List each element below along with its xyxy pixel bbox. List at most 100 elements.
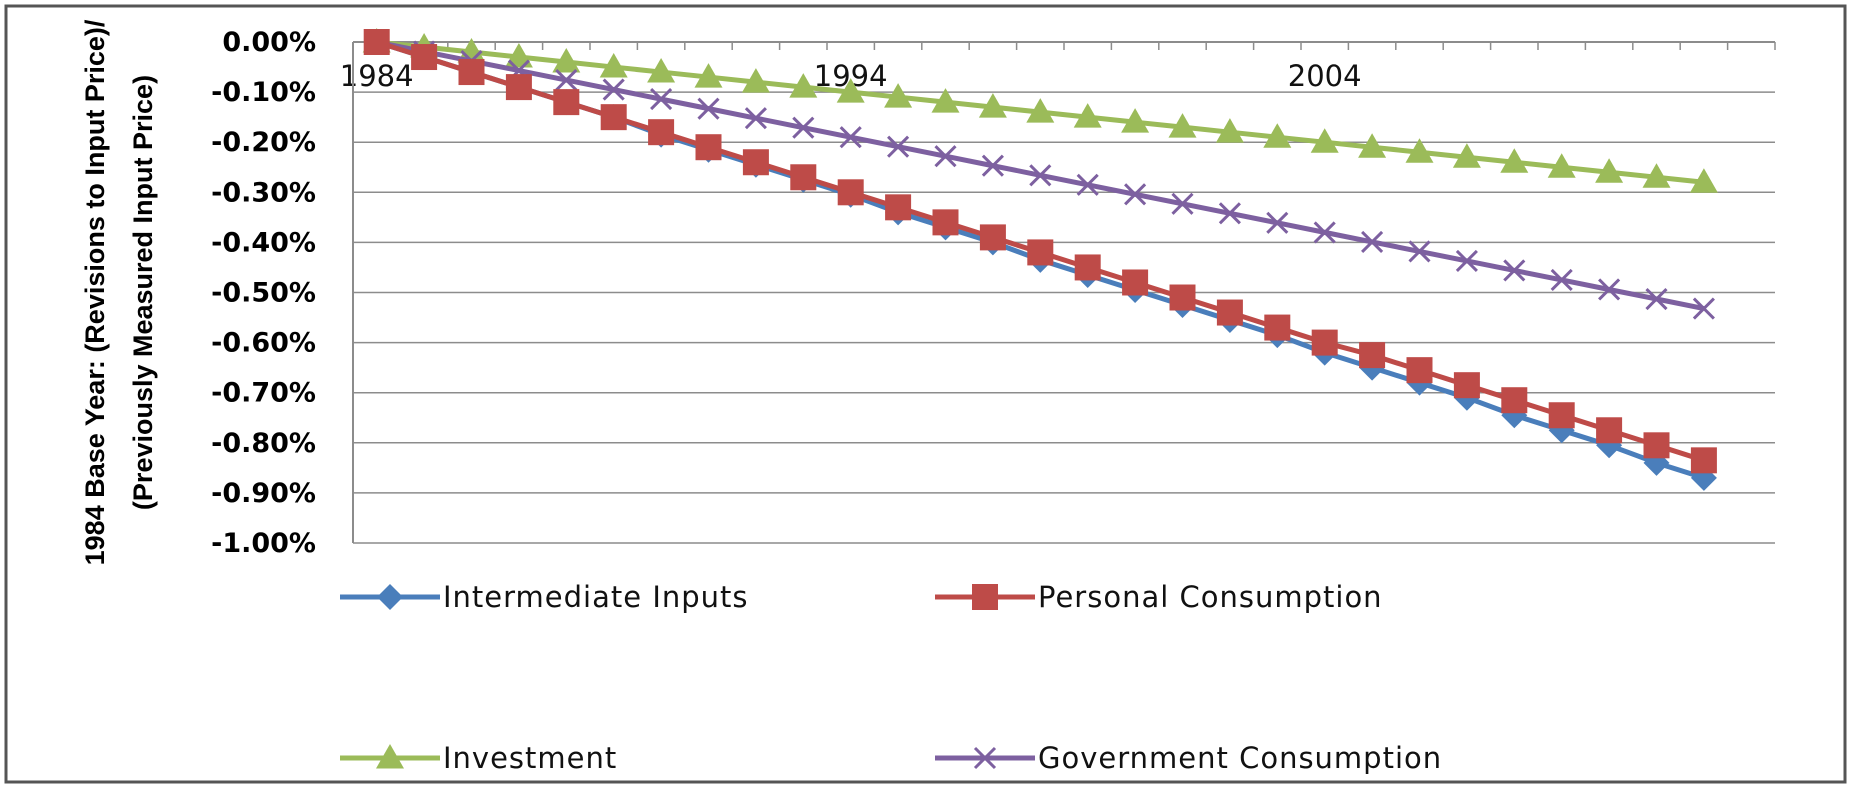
data-point	[1218, 202, 1241, 225]
data-point	[1311, 329, 1338, 356]
data-point	[1643, 432, 1670, 459]
data-point	[697, 97, 720, 120]
data-point	[1358, 133, 1387, 158]
data-point	[1503, 259, 1526, 282]
data-point	[887, 135, 910, 158]
y-tick-label: -0.10%	[211, 77, 316, 108]
data-point	[695, 134, 722, 161]
data-point	[1122, 269, 1149, 296]
data-point	[504, 43, 533, 68]
data-point	[742, 149, 769, 176]
legend-marker	[377, 584, 403, 610]
legend-label: Intermediate Inputs	[443, 580, 749, 614]
data-point	[1690, 447, 1717, 474]
legend-marker	[376, 744, 404, 769]
legend-item: Personal Consumption	[935, 580, 1383, 614]
data-point	[1405, 138, 1434, 163]
y-tick-label: -1.00%	[211, 528, 316, 559]
data-point	[1216, 299, 1243, 326]
data-point	[789, 73, 818, 98]
legend-item: Investment	[340, 741, 617, 775]
data-point	[931, 88, 960, 113]
y-tick-label: -0.60%	[211, 328, 316, 359]
chart-border	[4, 4, 1847, 784]
data-point	[1027, 239, 1054, 266]
data-point	[1596, 417, 1623, 444]
data-point	[979, 224, 1006, 251]
legend-label: Government Consumption	[1038, 741, 1442, 775]
data-point	[1124, 183, 1147, 206]
data-point	[1073, 103, 1102, 128]
data-point	[363, 29, 390, 55]
data-point	[978, 93, 1007, 118]
data-point	[885, 194, 912, 221]
data-point	[1029, 164, 1052, 187]
data-point	[602, 78, 625, 101]
y-axis-ticks: 0.00% -0.10% -0.20% -0.30% -0.40% -0.50% -0.60…	[211, 27, 316, 559]
data-point	[1359, 342, 1386, 369]
legend-item: Government Consumption	[935, 741, 1442, 775]
x-tick-label: 2004	[1288, 59, 1362, 93]
data-point	[1313, 221, 1336, 244]
series-government-consumption	[365, 30, 1715, 320]
data-point	[1168, 113, 1197, 138]
legend-marker	[973, 746, 997, 770]
y-tick-label: -0.70%	[211, 378, 316, 409]
y-axis-label-line1: 1984 Base Year: (Revisions to Input Pric…	[80, 19, 110, 565]
data-point	[837, 179, 864, 206]
data-point	[1074, 254, 1101, 281]
data-point	[1171, 192, 1194, 215]
data-point	[1310, 128, 1339, 153]
data-point	[650, 88, 673, 111]
data-point	[1692, 297, 1715, 320]
data-point	[1547, 153, 1576, 178]
data-point	[555, 69, 578, 92]
y-tick-label: -0.50%	[211, 278, 316, 309]
data-point	[1169, 284, 1196, 311]
data-point	[599, 53, 628, 78]
data-point	[1452, 143, 1481, 168]
legend-item: Intermediate Inputs	[340, 580, 749, 614]
legend-label: Investment	[443, 741, 617, 775]
data-point	[884, 83, 913, 108]
data-point	[1642, 163, 1671, 188]
y-tick-label: 0.00%	[222, 27, 316, 58]
data-point	[790, 164, 817, 191]
data-point	[1500, 148, 1529, 173]
data-point	[1361, 230, 1384, 253]
data-point	[1595, 158, 1624, 183]
data-point	[839, 126, 862, 149]
data-point	[1408, 240, 1431, 263]
data-point	[1455, 249, 1478, 272]
axes	[352, 41, 1776, 543]
y-tick-label: -0.40%	[211, 227, 316, 258]
data-point	[792, 116, 815, 139]
data-point	[741, 68, 770, 93]
data-point	[1453, 372, 1480, 399]
data-point	[1689, 168, 1718, 193]
data-point	[1263, 123, 1292, 148]
series-layer	[362, 28, 1718, 491]
y-tick-label: -0.20%	[211, 127, 316, 158]
y-tick-label: -0.80%	[211, 428, 316, 459]
y-axis-label-line2: (Previously Measured Input Price)	[128, 75, 158, 510]
data-point	[647, 58, 676, 83]
series-personal-consumption	[363, 29, 1717, 474]
legend-marker	[972, 584, 998, 610]
data-point	[932, 209, 959, 236]
data-point	[411, 44, 438, 71]
data-point	[1550, 268, 1573, 292]
data-point	[552, 48, 581, 73]
y-tick-label: -0.90%	[211, 478, 316, 509]
data-point	[648, 119, 675, 146]
data-point	[1264, 314, 1291, 341]
data-point	[934, 145, 957, 168]
data-point	[600, 104, 627, 131]
data-point	[1266, 211, 1289, 234]
data-point	[457, 38, 486, 63]
data-point	[505, 74, 532, 101]
y-tick-label: -0.30%	[211, 177, 316, 208]
data-point	[1548, 402, 1575, 429]
legend-label: Personal Consumption	[1038, 580, 1383, 614]
